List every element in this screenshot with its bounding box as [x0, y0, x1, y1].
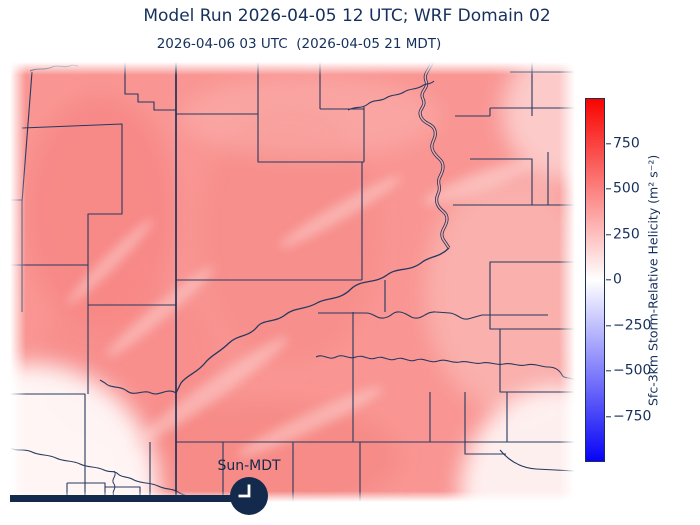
time-progress-bar [10, 495, 249, 502]
valid-time-subtitle: 2026-04-06 03 UTC (2026-04-05 21 MDT) [156, 36, 442, 52]
colorbar-tick-label: 0 [613, 271, 622, 288]
colorbar-tick-mark [606, 279, 611, 281]
colorbar-tick-mark [606, 324, 611, 327]
colorbar-tick-mark [606, 370, 611, 372]
colorbar-tick-label: 750 [613, 135, 640, 152]
colorbar-tick-mark [606, 415, 611, 418]
page-title: Model Run 2026-04-05 12 UTC; WRF Domain … [143, 6, 551, 26]
colorbar-tick-mark [606, 188, 611, 190]
colorbar-tick-mark [606, 233, 611, 236]
colorbar-gradient [585, 98, 605, 462]
domain-edge-fade [10, 62, 575, 502]
colorbar-tick-mark [606, 142, 611, 145]
colorbar-tick-label: 250 [613, 226, 640, 243]
helicity-map [10, 62, 575, 502]
colorbar-tick-label: 500 [613, 180, 640, 197]
colorbar-axis-label: Sfc-3km Storm-Relative Helicity (m² s⁻²) [645, 154, 661, 406]
river-lines [10, 62, 575, 502]
terrain-streaks [67, 159, 537, 457]
clock-hands [238, 484, 251, 498]
helicity-field-patches [10, 62, 575, 502]
map-canvas [10, 62, 575, 502]
clock-timezone-label: Sun-MDT [217, 458, 281, 474]
clock-icon [230, 477, 268, 515]
